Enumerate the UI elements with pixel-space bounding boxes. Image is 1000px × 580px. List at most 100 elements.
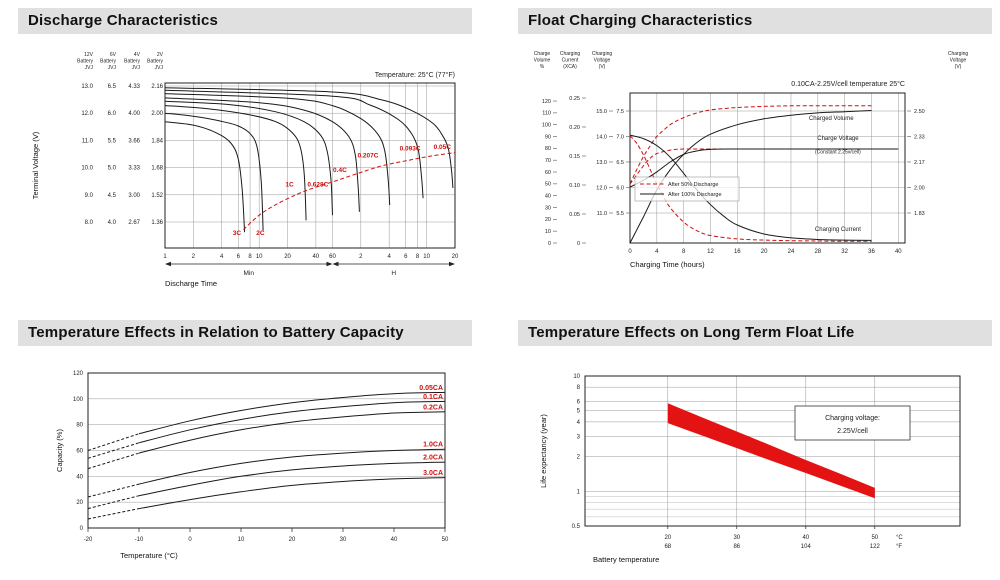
float-life-band — [667, 403, 875, 499]
chart-label: 40 — [895, 249, 902, 255]
chart-label: 20 — [289, 537, 296, 543]
rate-label: 0.05CA — [419, 385, 443, 392]
panel-temp-capacity: Temperature Effects in Relation to Batte… — [18, 320, 472, 572]
discharge-curve-3C — [164, 121, 246, 233]
chart-label: 8 — [416, 254, 420, 260]
chart-label: 6.0 — [108, 111, 117, 117]
chart-label: Voltage — [950, 58, 967, 64]
chart-label: 3.66 — [128, 138, 140, 144]
chart-label: 1.83 — [914, 211, 925, 217]
rate-label: 2.0CA — [423, 455, 443, 462]
plot-border — [629, 92, 906, 244]
chart-label: 4.0 — [108, 220, 117, 226]
chart-label: 6.5 — [616, 160, 624, 166]
chart-label: 5.0 — [108, 166, 117, 172]
chart-label: 13.0 — [81, 84, 93, 90]
chart-label: 4.00 — [128, 111, 140, 117]
chart-label: 60 — [76, 449, 83, 455]
chart-label: 28 — [814, 249, 821, 255]
chart-label: 4 — [577, 420, 581, 426]
chart-label: 36 — [868, 249, 875, 255]
panel-float-charging: Float Charging Characteristics 0 4 8 12 16 20… — [518, 8, 992, 296]
chart-label: JVJ — [132, 65, 141, 71]
rate-label: 0.628C — [307, 181, 328, 188]
curve-sublabel: (Constant 2.25v/cell) — [815, 150, 861, 156]
0.2CA-curve-dashed — [87, 452, 140, 470]
chart-label: 100 — [542, 123, 551, 129]
x-unit-hour: H — [391, 270, 396, 277]
chart-label: Battery — [77, 59, 93, 65]
chart-label: 68 — [664, 544, 671, 550]
chart-label: 16 — [734, 249, 741, 255]
charged-volume-50-curve — [629, 105, 872, 185]
chart-label: 30 — [340, 537, 347, 543]
chart-label: JVJ — [155, 65, 164, 71]
x-axis-title: Temperature (°C) — [120, 551, 178, 560]
chart-label: 110 — [542, 111, 551, 117]
chart-label: 0 — [548, 241, 551, 247]
3.0CA-curve-dashed — [87, 508, 140, 520]
rate-label: 3C — [233, 230, 242, 237]
chart-label: 120 — [73, 371, 84, 377]
chart-label: 2.50 — [914, 109, 925, 115]
chart-label: 2.67 — [128, 220, 140, 226]
chart-label: 20 — [545, 217, 551, 223]
chart-label: 20 — [664, 535, 671, 541]
plot-border — [584, 375, 961, 527]
chart-label: 12 — [707, 249, 714, 255]
chart-label: 12.0 — [81, 111, 93, 117]
chart-label: 6 — [237, 254, 241, 260]
note-box: Charging voltage: 2.25V/cell — [794, 405, 911, 441]
legend-label: After 50% Discharge — [668, 182, 718, 188]
chart-label: Volume — [534, 58, 551, 64]
chart-label: 40 — [802, 535, 809, 541]
chart-label: 3.00 — [128, 193, 140, 199]
chart-label: Battery — [124, 59, 140, 65]
chart-label: 40 — [76, 474, 83, 480]
chart-label: 2 — [577, 455, 581, 461]
chart-label: 2.00 — [151, 111, 163, 117]
panel-title-discharge: Discharge Characteristics — [18, 8, 472, 34]
y-axis-title: Terminal Voltage (V) — [31, 131, 40, 199]
chart-label: 50 — [442, 537, 449, 543]
chart-label: 104 — [801, 544, 812, 550]
chart-label: 1.36 — [151, 220, 163, 226]
chart-label: Charging — [948, 51, 969, 57]
charge-voltage-100-curve — [629, 148, 899, 188]
chart-shape — [794, 405, 911, 441]
temperature-capacity-chart: 0 20 40 60 80 100 120 -20 -10 0 10 20 30 40 50 0.05CA 0.… — [55, 371, 449, 560]
chart-label: 2.33 — [914, 134, 925, 140]
chart-label: 0 — [188, 537, 192, 543]
chart-label: 40 — [391, 537, 398, 543]
chart-label: 10 — [545, 229, 551, 235]
chart-label: 5.5 — [108, 138, 117, 144]
0.1CA-curve-dashed — [87, 442, 140, 459]
chart-label: Battery — [147, 59, 163, 65]
x-unit-min: Min — [243, 270, 254, 277]
x-axis-title: Discharge Time — [165, 279, 217, 288]
chart-label: 100 — [73, 397, 84, 403]
chart-label: 12.0 — [596, 185, 607, 191]
curve-label: Charging Current — [815, 227, 861, 233]
condition-note: 0.10CA-2.25V/cell temperature 25°C — [791, 80, 905, 88]
discharge-curve-0.207C — [164, 93, 391, 206]
discharge-characteristics-chart: 1 2 4 6 8 10 20 40 60 2 4 6 8 10 2012VBatteryJVJ13.012… — [31, 52, 459, 288]
chart-label: 8 — [682, 249, 686, 255]
chart-label: Charging — [592, 51, 613, 57]
0.05CA-curve-dashed — [87, 433, 140, 451]
panel-title-float-life: Temperature Effects on Long Term Float L… — [518, 320, 992, 346]
chart-label: 0.5 — [572, 524, 581, 530]
y-axis-title: Capacity (%) — [55, 429, 64, 472]
curve-label: Charge Voltage — [817, 136, 859, 142]
chart-label: 6V — [110, 52, 117, 58]
chart-label: 10 — [238, 537, 245, 543]
chart-label: 20 — [284, 254, 291, 260]
discharge-curve-2C — [164, 112, 264, 231]
chart-label: 24 — [788, 249, 795, 255]
rate-label: 1.0CA — [423, 442, 443, 449]
chart-label: 2 — [359, 254, 363, 260]
